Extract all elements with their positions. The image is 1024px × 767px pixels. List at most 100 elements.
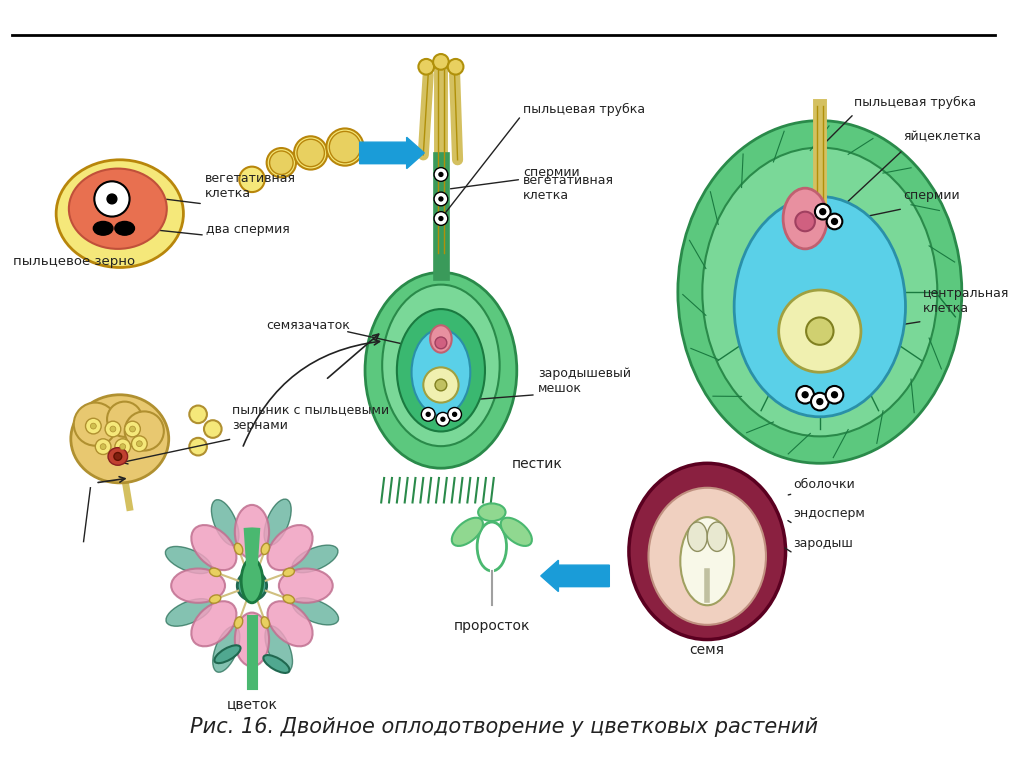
Ellipse shape [267,601,312,647]
Ellipse shape [734,196,905,416]
Circle shape [434,212,447,225]
Ellipse shape [165,546,212,574]
Circle shape [294,137,328,170]
Text: центральная
клетка: центральная клетка [923,287,1009,314]
Circle shape [831,219,838,225]
Text: вегетативная
клетка: вегетативная клетка [205,172,296,200]
Circle shape [419,59,434,74]
Circle shape [114,453,122,460]
Ellipse shape [292,545,338,573]
Circle shape [806,318,834,345]
Ellipse shape [214,645,241,663]
FancyArrow shape [359,137,424,169]
Text: эндосперм: эндосперм [794,507,865,520]
Ellipse shape [234,617,243,628]
Ellipse shape [382,285,500,446]
Ellipse shape [629,463,785,640]
Ellipse shape [365,272,517,468]
Ellipse shape [397,309,485,432]
Ellipse shape [56,160,183,268]
Ellipse shape [210,568,221,577]
Circle shape [825,386,844,403]
Text: пыльцевое зерно: пыльцевое зерно [12,255,135,268]
Circle shape [447,59,464,74]
Ellipse shape [412,329,470,415]
Circle shape [136,441,142,446]
Ellipse shape [264,499,291,545]
Ellipse shape [93,222,113,235]
Ellipse shape [702,147,937,436]
Circle shape [105,421,121,437]
Circle shape [826,214,843,229]
Ellipse shape [452,518,483,546]
Ellipse shape [283,568,295,577]
Circle shape [108,402,142,437]
Circle shape [297,140,325,166]
Ellipse shape [283,595,295,604]
Circle shape [125,411,164,450]
Circle shape [815,204,830,219]
Ellipse shape [263,655,290,673]
Ellipse shape [234,543,243,555]
Circle shape [802,392,808,398]
Ellipse shape [477,522,507,571]
Text: семязачаток: семязачаток [266,319,350,332]
Circle shape [90,423,96,429]
Ellipse shape [238,571,266,601]
Circle shape [421,407,435,421]
Ellipse shape [783,188,827,249]
Circle shape [125,421,140,437]
Circle shape [120,444,126,449]
Text: проросток: проросток [454,619,530,633]
Circle shape [86,418,101,434]
Text: зародыш: зародыш [794,536,853,549]
Ellipse shape [71,395,169,483]
Text: яйцеклетка: яйцеклетка [903,130,981,143]
Ellipse shape [680,517,734,605]
Text: пестик: пестик [511,457,562,471]
Circle shape [441,417,444,421]
Ellipse shape [267,525,312,570]
Ellipse shape [279,568,333,603]
Circle shape [434,192,447,206]
Circle shape [811,393,828,410]
Ellipse shape [211,499,239,545]
Ellipse shape [293,597,339,625]
Text: вегетативная
клетка: вегетативная клетка [523,174,614,202]
Ellipse shape [166,599,212,626]
Circle shape [831,392,838,398]
Circle shape [817,399,822,404]
Ellipse shape [678,120,962,463]
Circle shape [131,436,147,452]
Circle shape [435,379,446,391]
Circle shape [423,367,459,403]
Text: семя: семя [690,644,725,657]
Circle shape [189,406,207,423]
Circle shape [74,403,117,446]
Circle shape [95,439,111,455]
Ellipse shape [69,169,167,249]
Ellipse shape [261,543,269,555]
Ellipse shape [191,601,237,647]
Text: спермии: спермии [903,189,959,202]
Circle shape [796,212,815,232]
Ellipse shape [265,626,293,672]
Circle shape [115,439,130,455]
Ellipse shape [430,325,452,353]
Circle shape [433,54,449,70]
Circle shape [439,216,442,220]
Ellipse shape [210,595,221,604]
Circle shape [130,426,135,432]
Circle shape [436,413,450,426]
Circle shape [439,197,442,201]
Circle shape [266,148,296,177]
Ellipse shape [234,505,269,558]
Ellipse shape [115,222,134,235]
Circle shape [797,386,814,403]
Ellipse shape [478,503,506,521]
Ellipse shape [109,448,128,466]
Text: пыльцевая трубка: пыльцевая трубка [523,103,645,116]
Ellipse shape [242,558,263,603]
Circle shape [327,128,364,166]
Text: спермии: спермии [523,166,580,179]
